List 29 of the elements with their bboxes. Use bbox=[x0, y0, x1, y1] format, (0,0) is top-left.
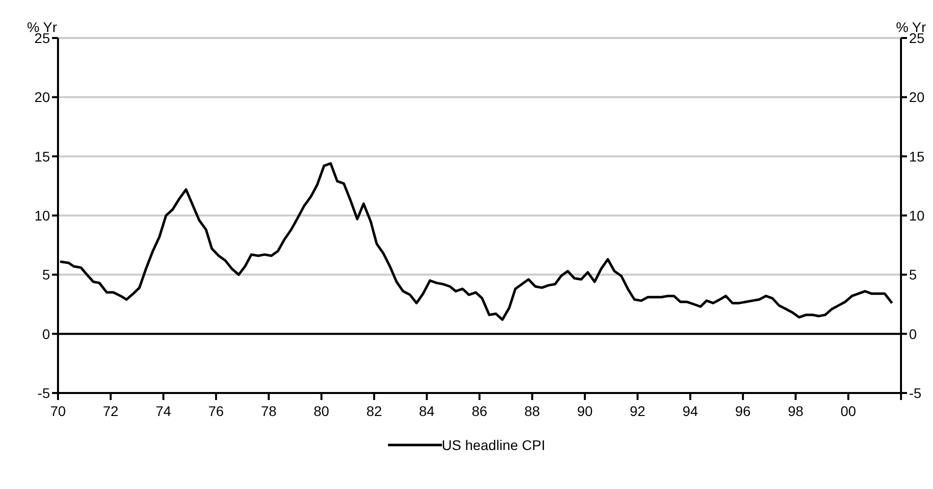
y-tick-label: 15 bbox=[34, 148, 50, 164]
x-tick-label: 00 bbox=[840, 402, 856, 419]
y-tick-label: 5 bbox=[42, 266, 50, 283]
y-tick-label: 10 bbox=[34, 207, 50, 224]
y-tick-label: 20 bbox=[34, 89, 50, 106]
y2-tick-label: 5 bbox=[909, 266, 917, 283]
x-tick-label: 78 bbox=[260, 402, 277, 419]
x-tick-label: 94 bbox=[682, 402, 698, 419]
x-tick-label: 92 bbox=[630, 402, 646, 419]
x-tick-label: 80 bbox=[314, 402, 330, 419]
y2-tick-label: 15 bbox=[909, 148, 925, 164]
y2-tick-label: 0 bbox=[909, 326, 917, 342]
x-tick-label: 82 bbox=[366, 402, 382, 419]
y2-tick-label: 10 bbox=[909, 207, 925, 224]
x-tick-label: 88 bbox=[524, 402, 540, 419]
x-tick-label: 86 bbox=[472, 402, 488, 419]
x-tick-label: 90 bbox=[577, 402, 593, 419]
y2-tick-label: 20 bbox=[909, 89, 925, 106]
x-tick-label: 76 bbox=[208, 402, 224, 419]
x-tick-label: 96 bbox=[735, 402, 751, 419]
y-tick-label: 0 bbox=[42, 326, 50, 342]
y-tick-label: -5 bbox=[38, 384, 50, 401]
x-tick-label: 74 bbox=[156, 402, 172, 419]
x-tick-label: 98 bbox=[788, 402, 804, 419]
x-tick-label: 70 bbox=[50, 402, 66, 419]
legend-label: US headline CPI bbox=[442, 437, 546, 453]
x-tick-label: 72 bbox=[102, 402, 119, 419]
x-tick-label: 84 bbox=[419, 402, 435, 419]
y2-tick-label: -5 bbox=[909, 384, 922, 401]
